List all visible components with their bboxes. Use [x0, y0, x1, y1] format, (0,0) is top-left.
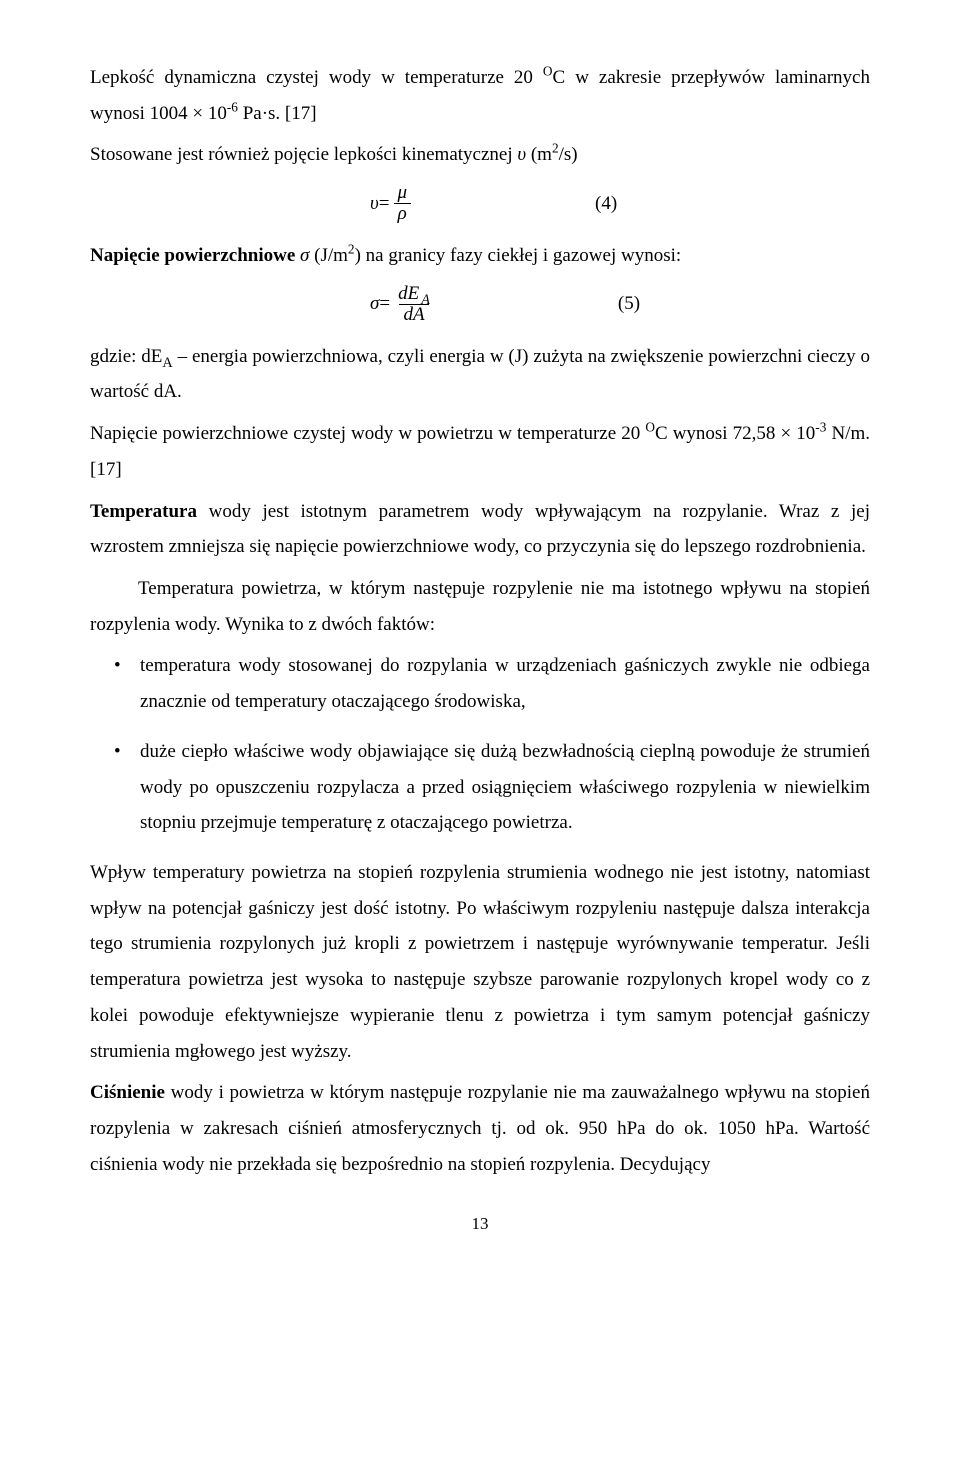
- document-page: Lepkość dynamiczna czystej wody w temper…: [0, 0, 960, 1280]
- superscript-2: 2: [348, 242, 355, 257]
- text: gdzie: dE: [90, 346, 162, 367]
- equation-5: σ = dEA dA (5): [90, 284, 870, 325]
- paragraph-kinematic: Stosowane jest również pojęcie lepkości …: [90, 137, 870, 173]
- eq-body: σ = dEA dA: [370, 284, 438, 325]
- symbol-upsilon: υ: [517, 144, 526, 165]
- text: Pa·s. [17]: [238, 103, 317, 124]
- text: Stosowane jest również pojęcie lepkości …: [90, 144, 517, 165]
- eq5-fraction: dEA dA: [394, 284, 434, 325]
- eq4-lhs: υ: [370, 186, 379, 222]
- list-item: duże ciepło właściwe wody objawiające si…: [90, 734, 870, 841]
- superscript-2: 2: [552, 141, 559, 156]
- superscript-neg6: -6: [227, 99, 238, 114]
- paragraph-surface-tension-intro: Napięcie powierzchniowe σ (J/m2) na gran…: [90, 238, 870, 274]
- paragraph-where: gdzie: dEA – energia powierzchniowa, czy…: [90, 339, 870, 410]
- text: Napięcie powierzchniowe czystej wody w p…: [90, 423, 645, 444]
- superscript-o: O: [543, 64, 553, 79]
- eq5-denominator: dA: [399, 304, 428, 325]
- page-number: 13: [90, 1208, 870, 1240]
- eq4-denominator: ρ: [394, 203, 411, 224]
- text: – energia powierzchniowa, czyli energia …: [90, 346, 870, 403]
- text: Lepkość dynamiczna czystej wody w temper…: [90, 67, 543, 88]
- eq5-numerator: dEA: [394, 284, 434, 304]
- paragraph-surface-tension-value: Napięcie powierzchniowe czystej wody w p…: [90, 416, 870, 487]
- eq4-fraction: μ ρ: [393, 183, 411, 224]
- list-item: temperatura wody stosowanej do rozpylani…: [90, 648, 870, 719]
- text-bold: Napięcie powierzchniowe: [90, 245, 295, 266]
- text: ) na granicy fazy ciekłej i gazowej wyno…: [355, 245, 682, 266]
- bullet-list: temperatura wody stosowanej do rozpylani…: [90, 648, 870, 841]
- eq5-sigma: σ: [370, 286, 379, 322]
- text: wody jest istotnym parametrem wody wpływ…: [90, 501, 870, 558]
- text: (J/m: [314, 245, 348, 266]
- subscript-a: A: [162, 354, 172, 370]
- eq5-num-de: dE: [398, 283, 419, 304]
- text: /s): [559, 144, 578, 165]
- text: wody i powietrza w którym następuje rozp…: [90, 1082, 870, 1174]
- text: (m: [526, 144, 552, 165]
- paragraph-viscosity: Lepkość dynamiczna czystej wody w temper…: [90, 60, 870, 131]
- text-bold-cisnienie: Ciśnienie: [90, 1082, 165, 1103]
- paragraph-air-temp-influence: Wpływ temperatury powietrza na stopień r…: [90, 855, 870, 1069]
- paragraph-temperature: Temperatura wody jest istotnym parametre…: [90, 494, 870, 565]
- eq5-ref: (5): [438, 286, 870, 322]
- superscript-neg3: -3: [815, 420, 826, 435]
- text-bold-temperatura: Temperatura: [90, 501, 197, 522]
- eq4-equals: =: [379, 186, 390, 222]
- equation-4: υ = μ ρ (4): [90, 183, 870, 224]
- paragraph-pressure: Ciśnienie wody i powietrza w którym nast…: [90, 1075, 870, 1182]
- superscript-o: O: [645, 420, 655, 435]
- eq5-equals: =: [379, 286, 390, 322]
- eq4-ref: (4): [415, 186, 870, 222]
- symbol-sigma: σ: [295, 245, 314, 266]
- eq4-numerator: μ: [393, 183, 411, 203]
- eq-body: υ = μ ρ: [370, 183, 415, 224]
- text: C wynosi 72,58 × 10: [655, 423, 815, 444]
- paragraph-air-temp: Temperatura powietrza, w którym następuj…: [90, 571, 870, 642]
